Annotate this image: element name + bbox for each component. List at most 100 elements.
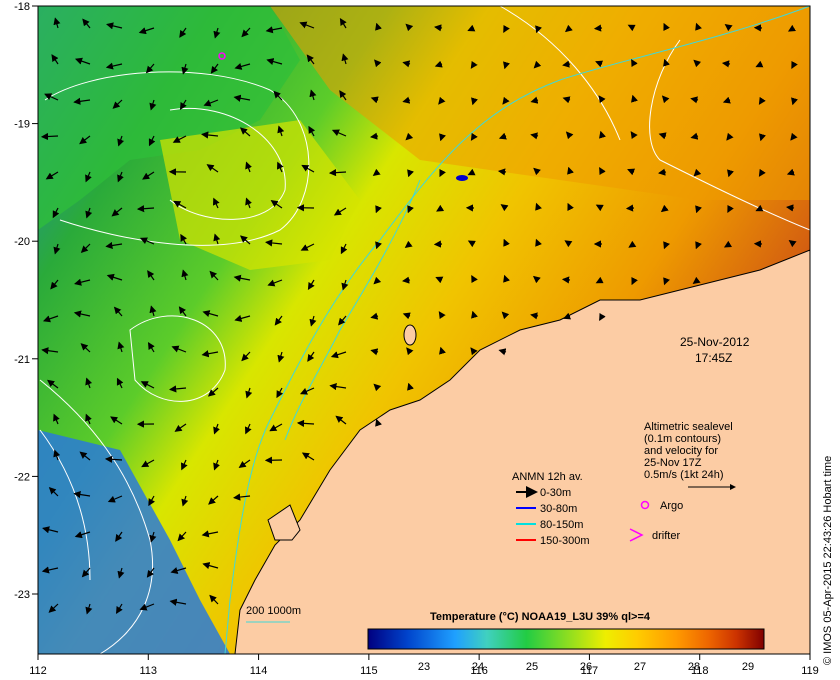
velocity-arrow [238, 459, 251, 468]
velocity-arrow [786, 204, 795, 212]
velocity-arrow [169, 598, 187, 606]
colorbar-tick-label: 27 [634, 661, 646, 673]
velocity-arrow [631, 58, 638, 67]
argo-legend-icon [640, 500, 650, 510]
velocity-arrow [787, 24, 796, 32]
velocity-arrow [375, 22, 382, 31]
colorbar-tick-label: 26 [580, 661, 592, 673]
velocity-arrow [179, 27, 187, 38]
cool-water-region [38, 430, 230, 654]
velocity-arrow [467, 240, 476, 248]
velocity-arrow [503, 274, 510, 283]
velocity-arrow [338, 315, 347, 326]
velocity-arrow [202, 562, 219, 570]
velocity-arrow [786, 168, 795, 176]
velocity-arrow [74, 57, 91, 65]
velocity-arrow [276, 161, 284, 173]
velocity-arrow [375, 418, 382, 427]
velocity-arrow [201, 131, 219, 139]
velocity-arrow [233, 94, 251, 102]
sealevel-note-line3: and velocity for [644, 445, 718, 457]
velocity-arrow [117, 567, 125, 579]
green-water-region [38, 6, 300, 230]
velocity-arrow [727, 205, 734, 214]
velocity-arrow [721, 60, 731, 68]
velocity-arrow [690, 96, 699, 104]
velocity-arrow [138, 27, 155, 35]
velocity-arrow [660, 204, 669, 213]
colorbar-tick-label: 28 [688, 661, 700, 673]
velocity-arrow [498, 132, 507, 140]
velocity-arrow [107, 495, 123, 503]
velocity-arrow [695, 22, 702, 31]
velocity-arrow [663, 58, 670, 67]
velocity-arrow [277, 125, 285, 137]
velocity-arrow [299, 21, 315, 29]
velocity-arrow [47, 379, 59, 389]
velocity-arrow [438, 311, 446, 320]
velocity-arrow [141, 459, 155, 468]
velocity-arrow [244, 423, 252, 435]
bathymetry-label: 200 1000m [246, 605, 301, 617]
velocity-arrow [300, 243, 315, 251]
velocity-arrow [53, 17, 61, 29]
velocity-arrow [301, 452, 315, 461]
legend-item-30-80m: 30-80m [516, 503, 577, 515]
velocity-arrow [370, 132, 379, 140]
velocity-arrow [213, 459, 220, 471]
svg-text:150-300m: 150-300m [540, 535, 590, 547]
velocity-arrow [82, 18, 91, 29]
velocity-arrow [85, 207, 93, 219]
velocity-arrow [181, 495, 189, 507]
velocity-arrow [41, 347, 59, 355]
velocity-arrow [139, 603, 155, 611]
velocity-arrow [599, 130, 606, 139]
velocity-arrow [562, 60, 571, 68]
velocity-arrow [104, 455, 123, 463]
velocity-arrow [145, 63, 155, 74]
velocity-arrow [497, 168, 507, 176]
velocity-arrow [42, 526, 59, 534]
velocity-arrow [373, 383, 382, 392]
velocity-arrow [758, 168, 766, 177]
legend-title: ANMN 12h av. [512, 471, 583, 483]
argo-float-marker [218, 52, 226, 60]
velocity-arrow [402, 276, 411, 284]
velocity-arrow [402, 60, 411, 68]
longitude-axis: 112 113 114 115 116 117 118 119 [29, 654, 819, 677]
velocity-arrow [328, 169, 347, 177]
velocity-arrow [42, 315, 59, 323]
velocity-arrow [627, 168, 636, 176]
lon-tick-label: 115 [360, 665, 378, 677]
velocity-arrow [405, 23, 414, 32]
velocity-arrow [722, 96, 731, 104]
velocity-arrow [630, 131, 638, 140]
velocity-arrow [115, 531, 123, 542]
velocity-arrow [80, 343, 91, 353]
velocity-arrow [631, 94, 638, 103]
velocity-arrow [203, 99, 219, 107]
velocity-arrow [201, 350, 219, 358]
velocity-arrow [206, 164, 219, 173]
velocity-arrow [404, 240, 413, 249]
sealevel-note-line1: Altimetric sealevel [644, 421, 733, 433]
velocity-arrow [470, 60, 478, 69]
velocity-arrow [276, 387, 284, 399]
velocity-arrow [181, 63, 189, 75]
velocity-arrow [308, 125, 316, 137]
velocity-arrow [530, 312, 539, 320]
velocity-arrow [693, 168, 702, 177]
velocity-arrow [301, 164, 315, 173]
velocity-arrow [110, 416, 123, 425]
velocity-arrow [500, 204, 509, 212]
colorbar [367, 628, 765, 650]
velocity-arrow [502, 96, 510, 105]
lat-tick-label: -19 [14, 119, 30, 131]
velocity-arrow [598, 95, 606, 104]
velocity-arrow [470, 132, 478, 141]
velocity-arrow [270, 200, 283, 209]
velocity-arrow [85, 413, 92, 425]
svg-text:80-150m: 80-150m [540, 519, 583, 531]
lat-tick-label: -22 [14, 471, 30, 483]
